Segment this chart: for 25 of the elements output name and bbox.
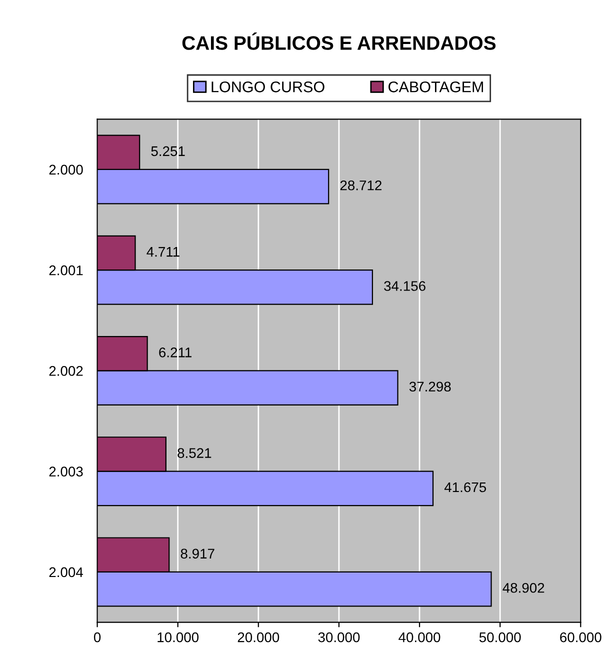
x-tick-label: 60.000 bbox=[560, 632, 602, 642]
y-tick-label: 2.001 bbox=[49, 265, 83, 276]
y-tick-label: 2.002 bbox=[49, 366, 83, 376]
data-label: 4.711 bbox=[146, 247, 180, 257]
data-label: 6.211 bbox=[159, 348, 192, 358]
legend-label: CABOTAGEM bbox=[388, 82, 483, 92]
chart-title: CAIS PÚBLICOS E ARRENDADOS bbox=[182, 32, 496, 50]
data-label: 48.902 bbox=[502, 582, 544, 593]
x-tick-label: 0 bbox=[94, 632, 101, 642]
x-tick-label: 10.000 bbox=[158, 632, 199, 642]
y-tick-label: 2.000 bbox=[49, 164, 83, 175]
data-label: 34.156 bbox=[384, 281, 426, 291]
data-label: 8.917 bbox=[180, 548, 214, 559]
data-label: 8.521 bbox=[178, 448, 212, 458]
legend-label: LONGO CURSO bbox=[212, 82, 324, 92]
data-label: 28.712 bbox=[340, 180, 382, 190]
y-tick-label: 2.003 bbox=[49, 466, 83, 477]
data-label: 41.675 bbox=[444, 482, 486, 492]
x-tick-label: 30.000 bbox=[318, 632, 360, 642]
x-tick-label: 20.000 bbox=[238, 632, 280, 642]
data-label: 5.251 bbox=[151, 146, 185, 156]
x-tick-label: 40.000 bbox=[398, 632, 440, 642]
data-label: 37.298 bbox=[409, 382, 451, 392]
y-tick-label: 2.004 bbox=[49, 567, 83, 578]
x-tick-label: 50.000 bbox=[479, 632, 521, 642]
